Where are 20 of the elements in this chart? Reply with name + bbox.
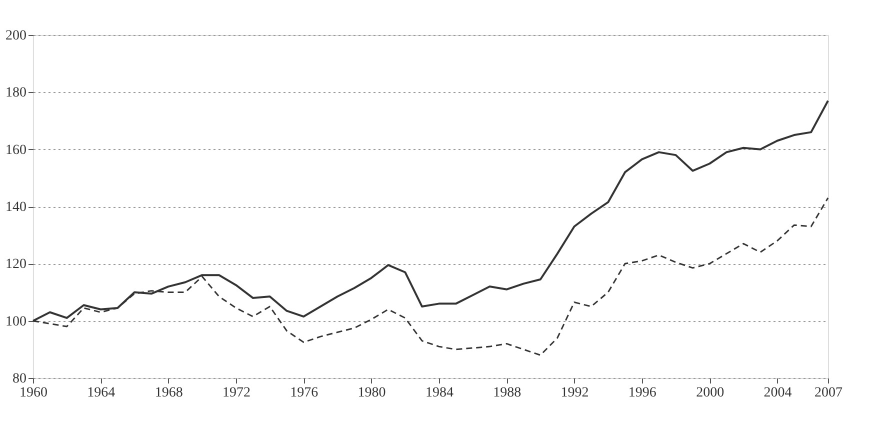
x-tick-label: 2000 — [696, 386, 724, 400]
x-tick-label: 1984 — [425, 386, 454, 400]
x-tick-label: 1968 — [154, 386, 183, 400]
x-tick-label: 1996 — [628, 386, 656, 400]
x-tick-label: 1960 — [20, 386, 48, 400]
x-tick-label: 1992 — [560, 386, 589, 400]
y-tick-label: 100 — [6, 314, 26, 330]
x-tick-label: 1988 — [493, 386, 522, 400]
x-tick-label: 2004 — [764, 386, 792, 400]
x-tick-label: 1976 — [290, 386, 318, 400]
x-tick-label: 1980 — [358, 386, 386, 400]
y-tick-label: 120 — [6, 257, 26, 272]
x-tick-label: 2007 — [814, 386, 842, 400]
x-tick-label: 1972 — [222, 386, 250, 400]
y-tick-label: 200 — [6, 28, 26, 44]
y-tick-label: 140 — [6, 200, 26, 215]
x-tick-label: 1964 — [87, 386, 116, 400]
y-tick-label: 80 — [12, 372, 26, 386]
y-tick-label: 180 — [6, 86, 26, 101]
y-tick-label: 160 — [6, 142, 26, 158]
